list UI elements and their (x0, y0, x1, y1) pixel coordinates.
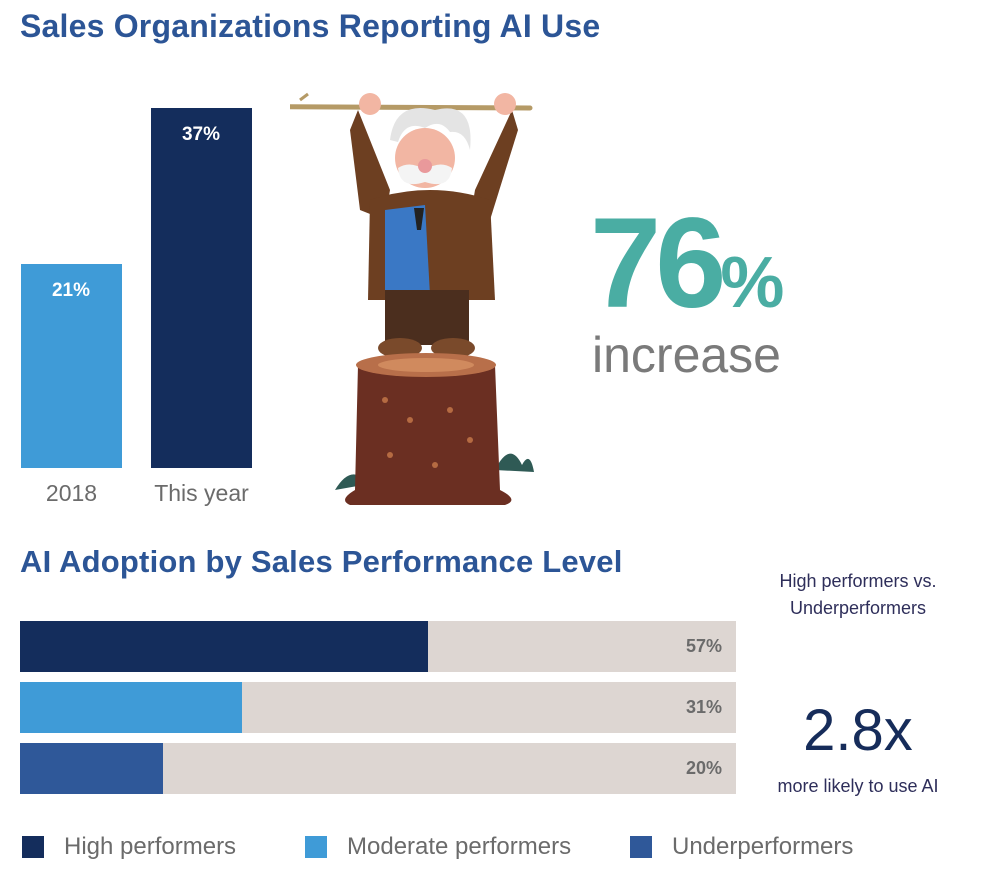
bar-2018-category-label: 2018 (45, 480, 98, 506)
bar-underperformers (20, 743, 164, 794)
legend-item-high-performers: High performers (22, 832, 236, 862)
comparison-multiplier: 2.8x (803, 698, 913, 763)
chart-title-adoption: AI Adoption by Sales Performance Level (20, 544, 623, 579)
increase-label: increase (592, 327, 781, 383)
bar-track-moderate-performers: 31% (20, 682, 736, 733)
bar-this-year-value-label: 37% (181, 124, 221, 145)
legend-label-high-performers: High performers (64, 833, 237, 860)
bar-track-underperformers: 20% (20, 743, 736, 794)
increase-percentage: 76% (590, 200, 784, 328)
bar-2018 (21, 263, 122, 468)
bar-this-year (151, 108, 252, 468)
legend-swatch-high-performers (22, 836, 44, 858)
old-man-on-tree-stump-icon (290, 92, 534, 505)
bar-this-year-category-label: This year (154, 480, 249, 506)
comparison-heading: High performers vs. Underperformers (779, 571, 937, 618)
comparison-subtext: more likely to use AI (777, 776, 939, 796)
increase-number: 76 (590, 192, 726, 335)
percent-sign: % (720, 243, 785, 323)
legend-label-underperformers: Underperformers (672, 833, 854, 860)
legend-label-moderate-performers: Moderate performers (347, 833, 572, 860)
bar-moderate-performers (20, 682, 242, 733)
legend-swatch-moderate-performers (305, 836, 327, 858)
chart-title-ai-use: Sales Organizations Reporting AI Use (20, 8, 601, 44)
bar-track-high-performers: 57% (20, 621, 736, 672)
legend-item-moderate-performers: Moderate performers (305, 832, 571, 862)
bar-moderate-performers-value-label: 31% (685, 697, 722, 717)
legend-swatch-underperformers (630, 836, 652, 858)
bar-high-performers-value-label: 57% (685, 636, 722, 656)
bar-underperformers-value-label: 20% (685, 758, 722, 778)
bar-2018-value-label: 21% (51, 279, 91, 301)
bar-high-performers (20, 621, 429, 672)
legend-item-underperformers: Underperformers (630, 832, 853, 862)
